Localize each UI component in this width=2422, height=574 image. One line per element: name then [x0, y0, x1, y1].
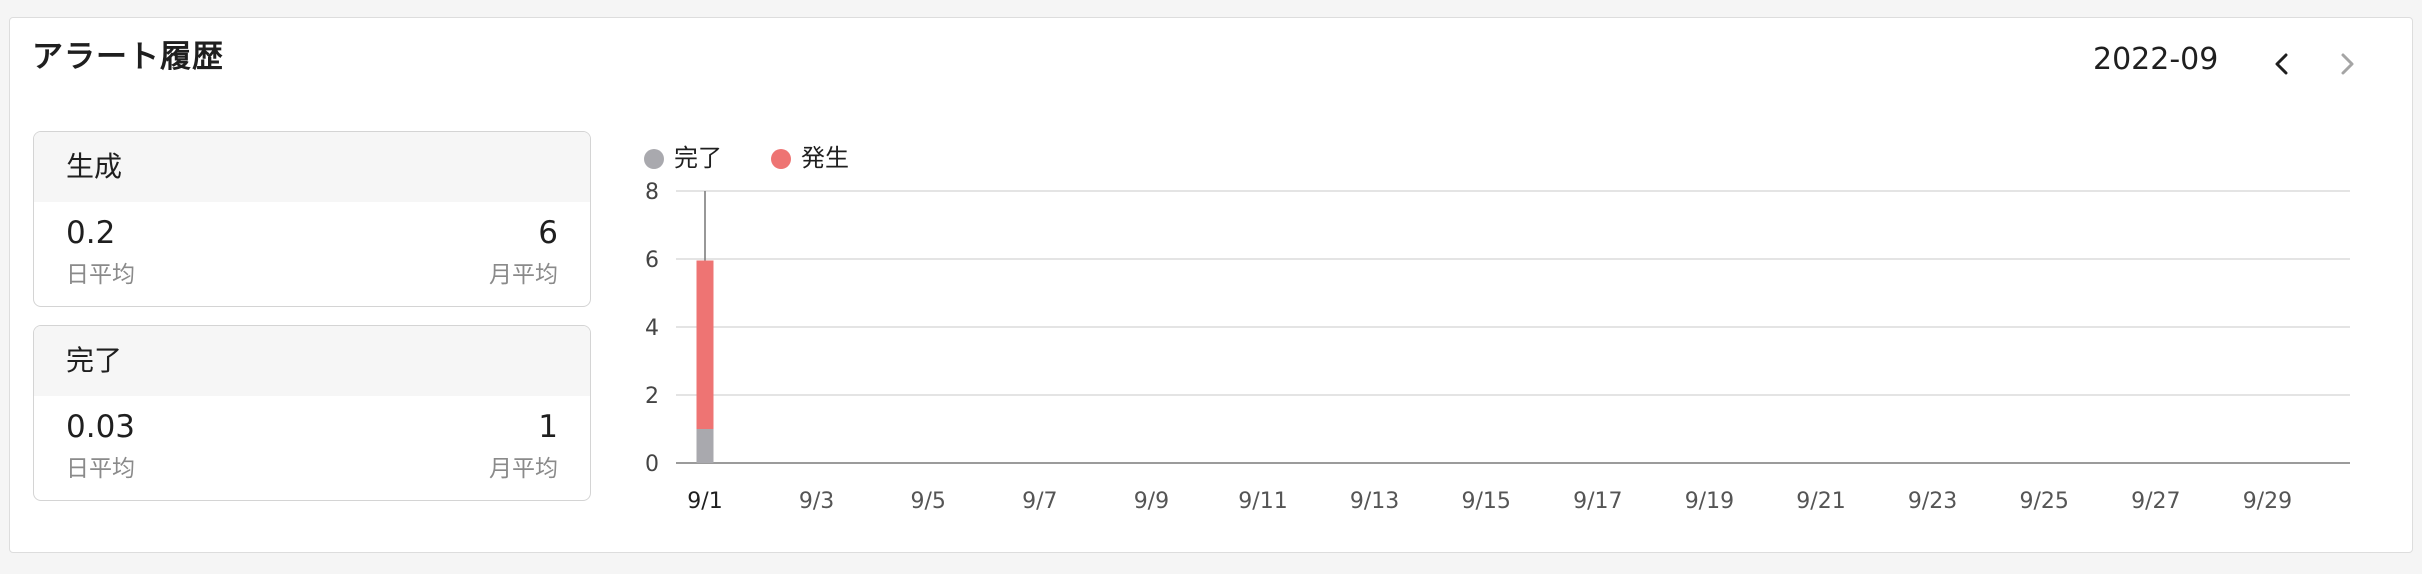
- x-tick-label: 9/11: [1238, 489, 1287, 514]
- monthly-average-value: 6: [538, 215, 558, 251]
- x-tick-label: 9/21: [1796, 489, 1845, 514]
- generated-stat-card: 生成 0.2 6 日平均 月平均: [33, 131, 591, 307]
- bar-segment: [696, 429, 714, 463]
- x-tick-label: 9/29: [2243, 489, 2292, 514]
- x-tick-label: 9/1: [687, 489, 722, 514]
- x-tick-label: 9/5: [910, 489, 945, 514]
- monthly-average-value: 1: [538, 409, 558, 445]
- x-tick-label: 9/3: [799, 489, 834, 514]
- legend-label: 発生: [801, 144, 849, 172]
- month-label: 2022-09: [2093, 42, 2219, 77]
- x-tick-label: 9/27: [2131, 489, 2180, 514]
- x-tick-label: 9/7: [1022, 489, 1057, 514]
- legend-dot-icon: [771, 149, 791, 169]
- next-month-button[interactable]: [2327, 44, 2367, 84]
- legend-item-completed[interactable]: 完了: [644, 143, 722, 173]
- y-tick-label: 2: [645, 384, 659, 409]
- prev-month-button[interactable]: [2262, 44, 2302, 84]
- x-tick-label: 9/25: [2019, 489, 2068, 514]
- stat-title: 生成: [34, 132, 590, 202]
- daily-average-value: 0.03: [66, 409, 136, 445]
- completed-stat-card: 完了 0.03 1 日平均 月平均: [33, 325, 591, 501]
- daily-average-value: 0.2: [66, 215, 116, 251]
- stat-title: 完了: [34, 326, 590, 396]
- bar-segment: [696, 260, 714, 429]
- monthly-average-label: 月平均: [489, 262, 558, 288]
- x-tick-label: 9/17: [1573, 489, 1622, 514]
- y-tick-label: 4: [645, 316, 659, 341]
- legend-dot-icon: [644, 149, 664, 169]
- x-tick-label: 9/13: [1350, 489, 1399, 514]
- x-tick-label: 9/23: [1908, 489, 1957, 514]
- y-tick-label: 8: [645, 180, 659, 205]
- legend-label: 完了: [674, 144, 722, 172]
- chevron-right-icon: [2341, 53, 2354, 75]
- x-tick-label: 9/15: [1461, 489, 1510, 514]
- legend-item-occurred[interactable]: 発生: [771, 143, 849, 173]
- monthly-average-label: 月平均: [489, 456, 558, 482]
- y-tick-label: 6: [645, 248, 659, 273]
- y-tick-label: 0: [645, 452, 659, 477]
- daily-average-label: 日平均: [66, 456, 135, 482]
- chevron-left-icon: [2275, 53, 2288, 75]
- daily-average-label: 日平均: [66, 262, 135, 288]
- x-tick-label: 9/9: [1134, 489, 1169, 514]
- panel-title: アラート履歴: [32, 39, 224, 75]
- x-tick-label: 9/19: [1685, 489, 1734, 514]
